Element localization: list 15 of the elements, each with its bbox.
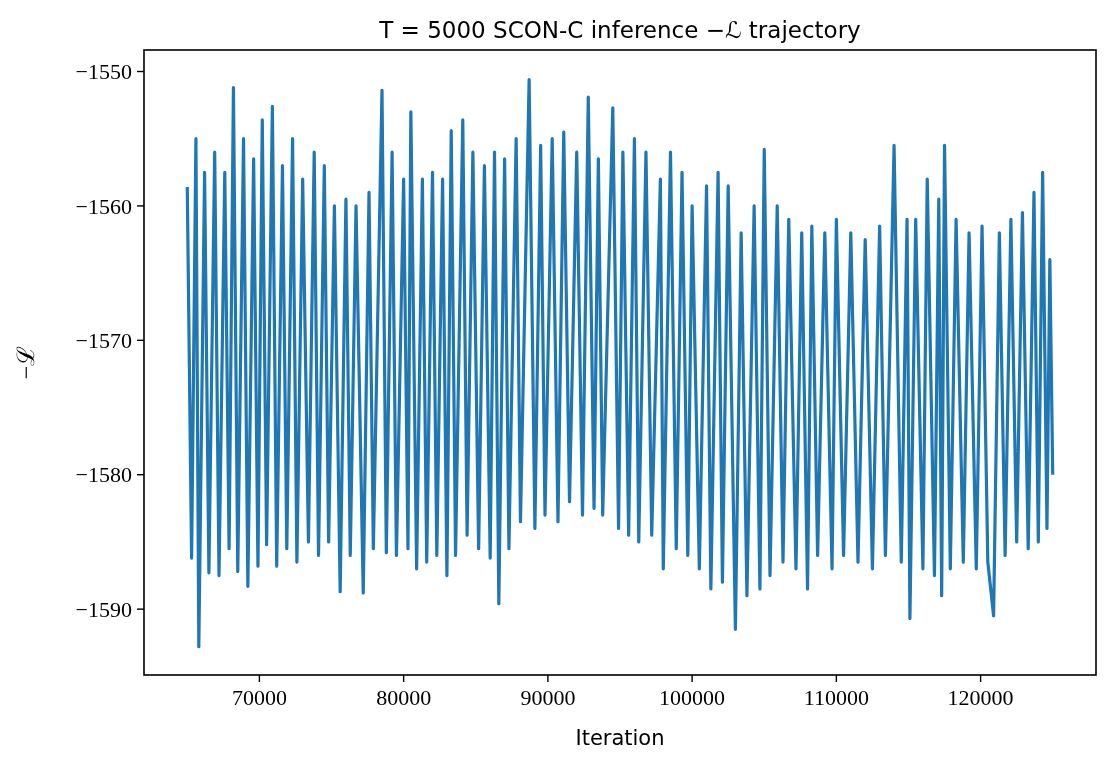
chart-title: T = 5000 SCON-C inference −ℒ trajectory <box>378 17 861 43</box>
y-axis-title: −ℒ <box>13 345 39 380</box>
y-tick-label: −1590 <box>75 596 132 622</box>
x-tick-label: 110000 <box>803 685 869 710</box>
y-tick-label: −1570 <box>75 328 132 354</box>
x-tick-label: 100000 <box>659 685 726 710</box>
x-tick-label: 120000 <box>947 685 1014 710</box>
y-tick-label: −1550 <box>75 59 132 85</box>
line-series <box>185 77 1055 649</box>
x-tick-label: 90000 <box>520 685 576 710</box>
x-tick-label: 70000 <box>231 685 287 710</box>
x-tick-label: 80000 <box>376 685 432 710</box>
y-tick-label: −1580 <box>75 462 132 488</box>
y-tick-label: −1560 <box>75 193 132 219</box>
x-axis-title: Iteration <box>575 726 665 750</box>
